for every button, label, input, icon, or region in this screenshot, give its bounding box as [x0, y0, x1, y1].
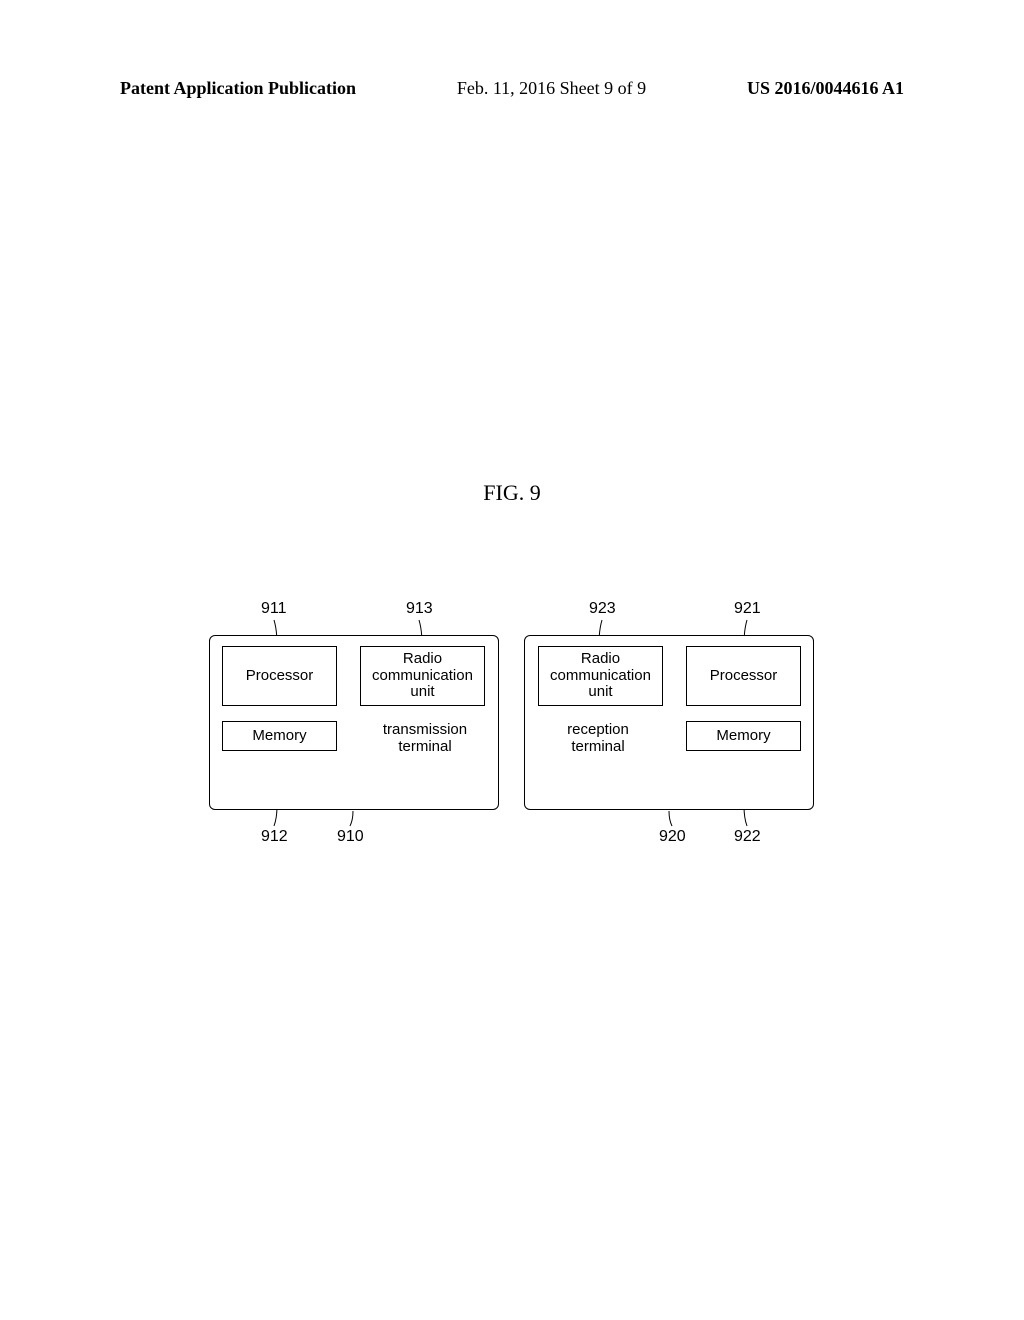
- tx-terminal-label: transmission terminal: [375, 721, 475, 756]
- page-header: Patent Application Publication Feb. 11, …: [0, 78, 1024, 99]
- header-left: Patent Application Publication: [120, 78, 356, 99]
- tx-radio-unit: Radio communication unit: [360, 646, 485, 706]
- rx-terminal-label: reception terminal: [548, 721, 648, 756]
- rx-processor-label: Processor: [710, 668, 778, 685]
- tx-memory: Memory: [222, 721, 337, 751]
- figure-label: FIG. 9: [0, 480, 1024, 506]
- reception-terminal: Processor Radio communication unit Memor…: [524, 635, 814, 810]
- rx-radio-label: Radio communication unit: [550, 651, 651, 701]
- rx-memory: Memory: [686, 721, 801, 751]
- diagram-area: 911 913 923 921 912 910 920 922 Processo…: [209, 600, 815, 860]
- rx-processor: Processor: [686, 646, 801, 706]
- tx-radio-label: Radio communication unit: [372, 651, 473, 701]
- header-middle: Feb. 11, 2016 Sheet 9 of 9: [457, 78, 646, 99]
- rx-radio-unit: Radio communication unit: [538, 646, 663, 706]
- tx-memory-label: Memory: [252, 728, 306, 745]
- tx-processor-label: Processor: [246, 668, 314, 685]
- header-right: US 2016/0044616 A1: [747, 78, 904, 99]
- rx-memory-label: Memory: [716, 728, 770, 745]
- transmission-terminal: Processor Radio communication unit Memor…: [209, 635, 499, 810]
- tx-processor: Processor: [222, 646, 337, 706]
